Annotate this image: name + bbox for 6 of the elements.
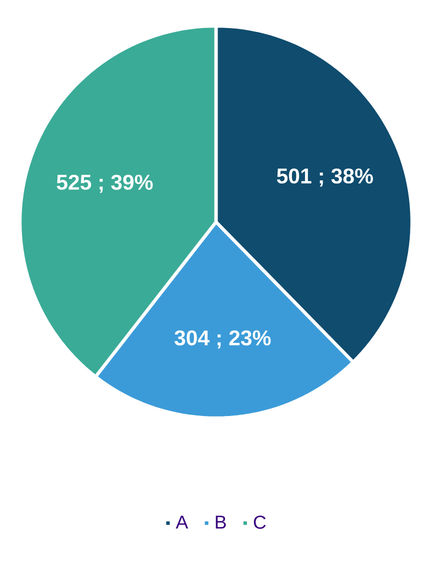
legend-label: C: [254, 516, 266, 529]
data-label: 304 ; 23%: [174, 330, 271, 349]
legend-label: B: [216, 516, 226, 529]
data-label: 501 ; 38%: [276, 168, 373, 187]
legend-label: A: [176, 516, 188, 529]
data-label: 525 ; 39%: [56, 174, 153, 193]
